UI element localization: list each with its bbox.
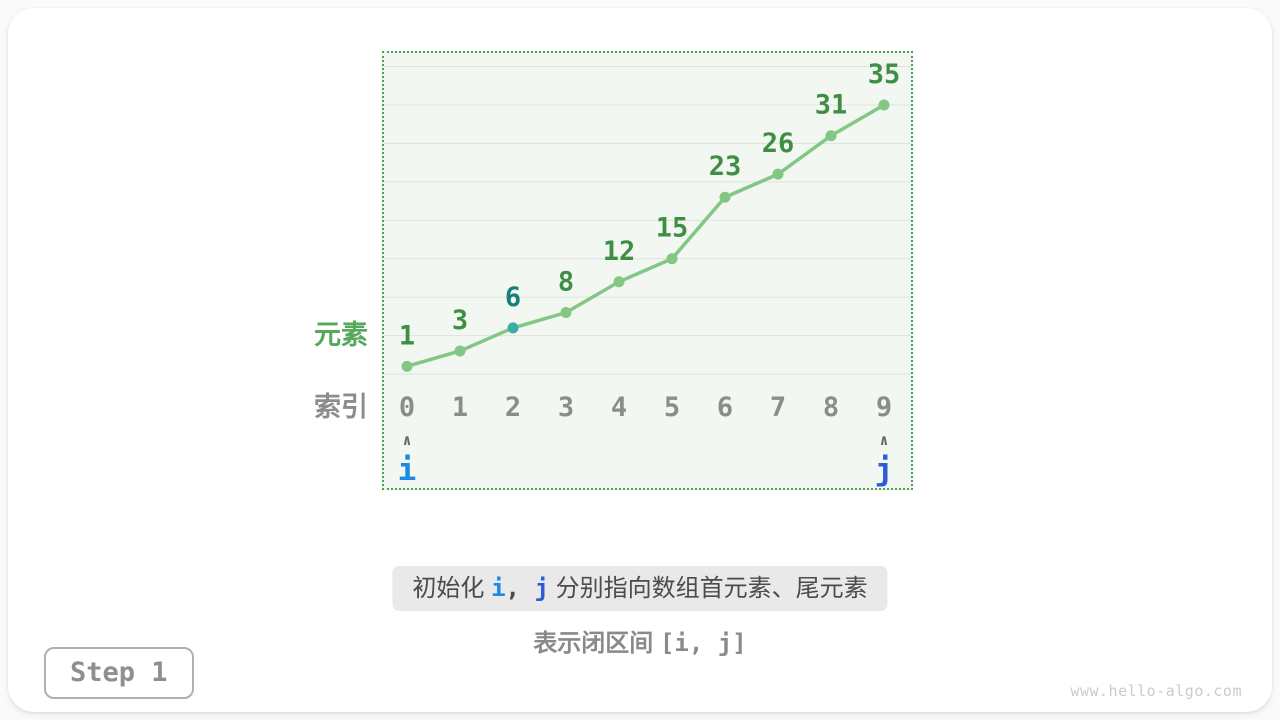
value-label: 3: [452, 305, 468, 336]
data-point: [878, 99, 890, 111]
pointer-label-j: j: [875, 452, 894, 488]
figure-card: 元素 索引 1 0 3 1 6 2 8 3 12 4 15 5 23 6 26 7 31 8 35 9 ∧ i ∧ j 初始化…: [8, 8, 1272, 712]
caption-suffix: 分别指向数组首元素、尾元素: [548, 575, 868, 602]
caption-interval-note: 表示闭区间 [i, j]: [8, 623, 1272, 658]
value-label: 15: [656, 213, 689, 244]
data-point: [666, 253, 678, 265]
value-label: 31: [815, 90, 848, 121]
index-label: 9: [876, 392, 892, 423]
value-label: 12: [603, 236, 636, 267]
value-label: 6: [505, 282, 521, 313]
index-label: 1: [452, 392, 468, 423]
caption-separator: ,: [505, 574, 535, 602]
value-label: 35: [868, 59, 901, 90]
data-point: [772, 168, 784, 180]
watermark: www.hello-algo.com: [1070, 682, 1242, 700]
pointer-caret-icon: ∧: [879, 431, 888, 449]
index-label: 8: [823, 392, 839, 423]
index-label: 5: [664, 392, 680, 423]
data-point: [560, 307, 572, 319]
pointer-i-inline: i: [491, 574, 506, 602]
line-series: [406, 103, 885, 368]
caption-prefix: 初始化: [412, 575, 492, 602]
data-point: [719, 191, 731, 203]
data-point: [454, 345, 466, 357]
value-label: 23: [709, 151, 742, 182]
interval-prefix: 表示闭区间: [533, 630, 660, 657]
index-label: 2: [505, 392, 521, 423]
index-label: 3: [558, 392, 574, 423]
index-label: 4: [611, 392, 627, 423]
data-point-highlighted: [507, 322, 519, 334]
index-label: 6: [717, 392, 733, 423]
pointer-caret-icon: ∧: [402, 431, 411, 449]
value-label: 26: [762, 128, 795, 159]
data-point: [825, 130, 837, 142]
data-point: [401, 360, 413, 372]
row-label-indices: 索引: [314, 392, 368, 422]
interval-notation: [i, j]: [659, 629, 747, 657]
index-label: 0: [399, 392, 415, 423]
index-label: 7: [770, 392, 786, 423]
row-label-elements: 元素: [314, 320, 368, 350]
pointer-j-inline: j: [534, 574, 549, 602]
array-line-chart: 1 0 3 1 6 2 8 3 12 4 15 5 23 6 26 7 31 8 35 9 ∧ i ∧ j: [382, 51, 913, 490]
value-label: 1: [399, 320, 415, 351]
step-badge: Step 1: [44, 647, 194, 699]
value-label: 8: [558, 267, 574, 298]
caption-step-description: 初始化 i, j 分别指向数组首元素、尾元素: [392, 566, 888, 611]
pointer-label-i: i: [398, 452, 417, 488]
data-point: [613, 276, 625, 288]
